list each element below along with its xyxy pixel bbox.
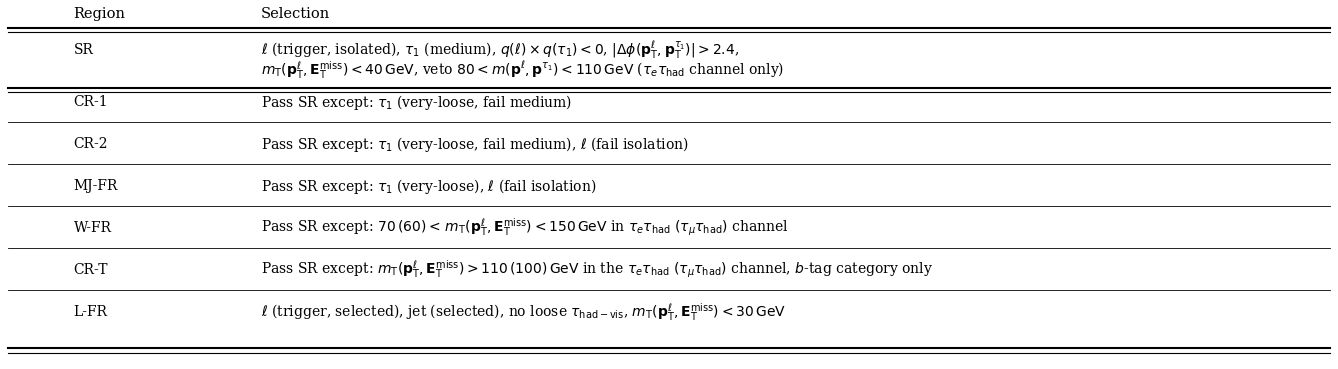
Text: $\ell$ (trigger, selected), jet (selected), no loose $\tau_{\mathrm{had-vis}}$, : $\ell$ (trigger, selected), jet (selecte…: [261, 301, 785, 323]
Text: $m_{\mathrm{T}}(\mathbf{p}_{\mathrm{T}}^{\ell}, \mathbf{E}_{\mathrm{T}}^{\mathrm: $m_{\mathrm{T}}(\mathbf{p}_{\mathrm{T}}^…: [261, 59, 784, 81]
Text: Pass SR except: $\tau_1$ (very-loose, fail medium): Pass SR except: $\tau_1$ (very-loose, fa…: [261, 93, 573, 111]
Text: SR: SR: [74, 43, 94, 57]
Text: Pass SR except: $\tau_1$ (very-loose), $\ell$ (fail isolation): Pass SR except: $\tau_1$ (very-loose), $…: [261, 176, 597, 196]
Text: W-FR: W-FR: [74, 221, 111, 235]
Text: Pass SR except: $m_{\mathrm{T}}(\mathbf{p}_{\mathrm{T}}^{\ell}, \mathbf{E}_{\mat: Pass SR except: $m_{\mathrm{T}}(\mathbf{…: [261, 259, 933, 281]
Text: $\ell$ (trigger, isolated), $\tau_1$ (medium), $q(\ell)\times q(\tau_1) < 0$, $|: $\ell$ (trigger, isolated), $\tau_1$ (me…: [261, 39, 739, 61]
Text: L-FR: L-FR: [74, 305, 107, 319]
Text: CR-1: CR-1: [74, 95, 108, 109]
Text: MJ-FR: MJ-FR: [74, 179, 118, 193]
Text: Pass SR except: $70\,(60){<}\,m_{\mathrm{T}}(\mathbf{p}_{\mathrm{T}}^{\ell}, \ma: Pass SR except: $70\,(60){<}\,m_{\mathrm…: [261, 217, 788, 239]
Text: Selection: Selection: [261, 7, 330, 21]
Text: CR-T: CR-T: [74, 263, 108, 277]
Text: Pass SR except: $\tau_1$ (very-loose, fail medium), $\ell$ (fail isolation): Pass SR except: $\tau_1$ (very-loose, fa…: [261, 134, 689, 154]
Text: CR-2: CR-2: [74, 137, 108, 151]
Text: Region: Region: [74, 7, 126, 21]
